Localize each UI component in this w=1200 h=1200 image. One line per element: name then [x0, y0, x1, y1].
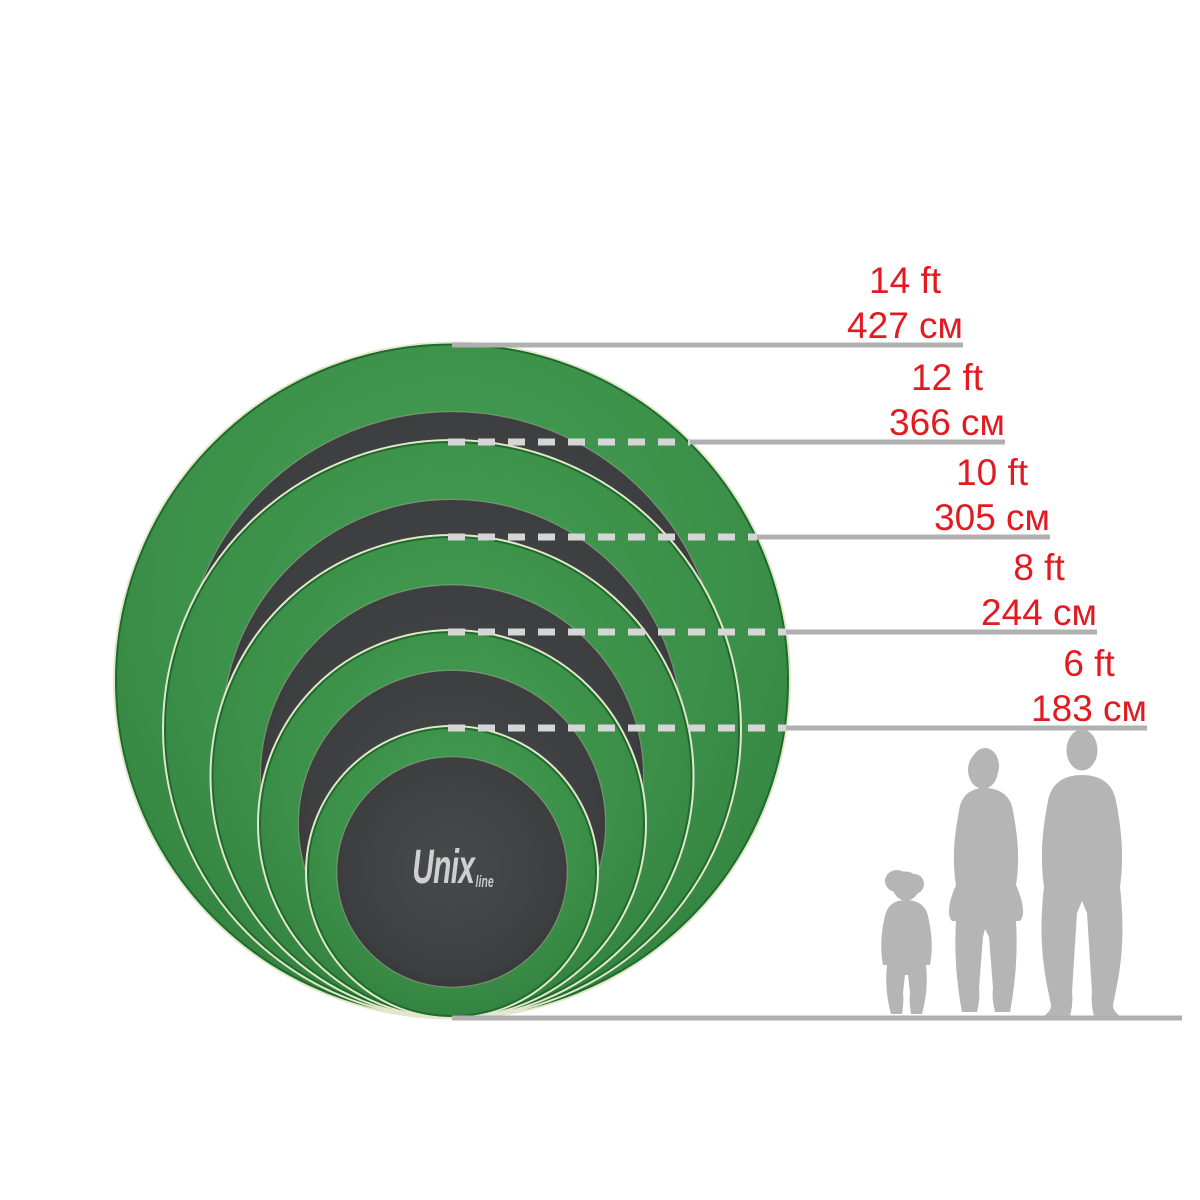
- size-cm-14ft: 427 см: [847, 305, 963, 346]
- size-ft-12ft: 12 ft: [911, 357, 984, 398]
- woman-silhouette-icon: [948, 748, 1024, 1012]
- size-label-14ft: 14 ft 427 см: [847, 258, 963, 348]
- size-label-12ft: 12 ft 366 см: [889, 355, 1005, 445]
- size-ft-6ft: 6 ft: [1063, 643, 1115, 684]
- brand-logo: Unix line: [391, 844, 515, 892]
- size-ft-8ft: 8 ft: [1013, 547, 1065, 588]
- brand-name: Unix: [412, 841, 475, 894]
- man-silhouette-icon: [1041, 729, 1123, 1016]
- size-cm-8ft: 244 см: [981, 592, 1097, 633]
- size-label-6ft: 6 ft 183 см: [1031, 641, 1147, 731]
- dashed-measure-lines: [448, 438, 786, 732]
- size-label-8ft: 8 ft 244 см: [981, 545, 1097, 635]
- size-cm-6ft: 183 см: [1031, 688, 1147, 729]
- size-cm-10ft: 305 см: [934, 497, 1050, 538]
- child-silhouette-icon: [881, 870, 932, 1014]
- scale-figures: [881, 729, 1123, 1016]
- size-ft-14ft: 14 ft: [869, 260, 942, 301]
- size-label-10ft: 10 ft 305 см: [934, 450, 1050, 540]
- size-cm-12ft: 366 см: [889, 402, 1005, 443]
- brand-suffix: line: [475, 872, 494, 891]
- trampoline-6ft: [305, 725, 599, 1019]
- size-ft-10ft: 10 ft: [956, 452, 1029, 493]
- mat-6ft: [336, 756, 568, 988]
- solid-measure-lines: [452, 342, 1182, 1021]
